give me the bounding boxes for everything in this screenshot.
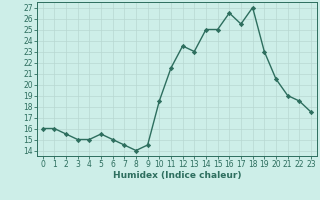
X-axis label: Humidex (Indice chaleur): Humidex (Indice chaleur) bbox=[113, 171, 241, 180]
